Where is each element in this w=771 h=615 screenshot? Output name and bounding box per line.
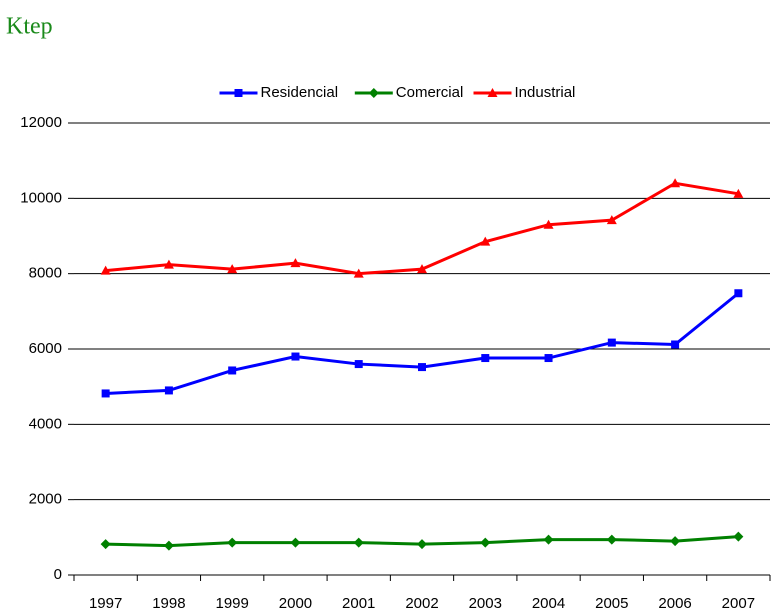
x-tick-label: 2005 (595, 595, 628, 612)
y-tick-label: 12000 (20, 114, 62, 131)
marker (290, 258, 301, 268)
marker (481, 354, 490, 363)
marker (234, 89, 243, 97)
x-tick-label: 2001 (342, 595, 375, 612)
y-tick-label: 6000 (29, 340, 62, 357)
y-tick-label: 0 (54, 566, 62, 583)
x-tick-label: 2003 (469, 595, 502, 612)
series-line (105, 292, 740, 395)
marker (670, 178, 681, 188)
series-line (105, 181, 739, 276)
marker (733, 188, 744, 198)
x-tick-label: 2006 (658, 595, 691, 612)
marker (353, 268, 364, 278)
marker (543, 219, 554, 229)
x-tick-label: 1999 (215, 595, 248, 612)
marker (101, 389, 110, 398)
marker (228, 366, 237, 375)
marker (100, 265, 111, 275)
marker (544, 354, 553, 363)
marker (418, 363, 426, 372)
marker (670, 536, 681, 547)
marker (543, 534, 554, 545)
marker (353, 537, 364, 548)
y-tick-label: 8000 (29, 265, 62, 282)
x-tick-label: 2007 (722, 595, 755, 612)
marker (606, 534, 617, 545)
x-tick-label: 2004 (532, 595, 565, 612)
marker (607, 338, 616, 347)
marker (487, 88, 498, 97)
marker (354, 360, 363, 369)
x-tick-label: 2000 (279, 595, 312, 612)
x-tick-label: 1997 (89, 595, 122, 612)
marker (480, 537, 491, 548)
y-tick-label: 10000 (20, 189, 62, 206)
marker (734, 289, 743, 298)
marker (417, 539, 427, 550)
marker (290, 537, 301, 548)
chart-subtitle: Ktep (6, 14, 53, 40)
marker (733, 531, 744, 542)
marker (671, 340, 680, 349)
marker (163, 540, 174, 551)
marker (164, 386, 173, 395)
x-tick-label: 1998 (152, 595, 185, 612)
y-tick-label: 2000 (29, 491, 62, 508)
y-tick-label: 4000 (29, 415, 62, 432)
marker (417, 264, 427, 274)
legend-label: Industrial (515, 84, 576, 101)
marker (227, 264, 238, 274)
marker (100, 539, 111, 550)
marker (163, 259, 174, 269)
marker (227, 537, 238, 548)
marker (480, 236, 491, 246)
marker (291, 352, 300, 361)
legend-label: Residencial (261, 84, 339, 101)
marker (368, 88, 379, 98)
marker (606, 215, 617, 225)
x-tick-label: 2002 (405, 595, 438, 612)
legend-label: Comercial (396, 84, 464, 101)
